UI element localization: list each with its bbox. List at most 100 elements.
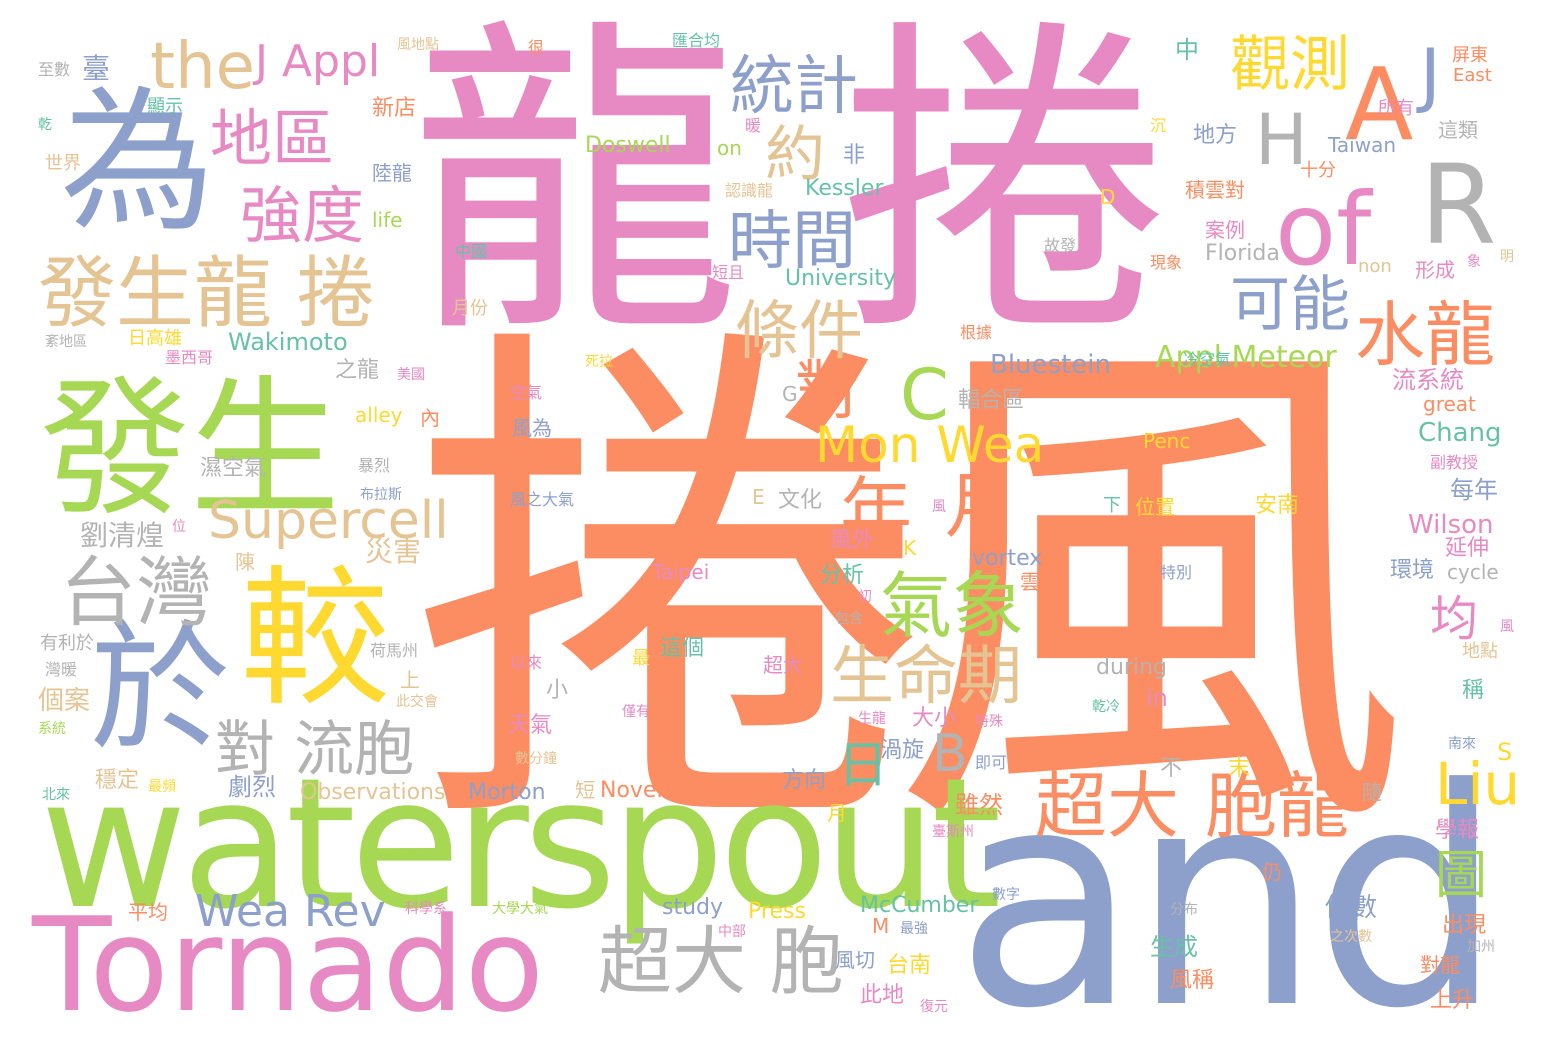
word-sui: 隨 <box>1362 780 1382 804</box>
word-juanfeng: 捲風 <box>410 287 1410 893</box>
word-yun: 雲 <box>1020 570 1040 594</box>
word-zui: 最 <box>632 648 650 669</box>
word-shang: 上 <box>400 668 420 692</box>
word-pingdong: 屏東 <box>1452 45 1488 66</box>
word-baohan: 包含 <box>835 611 863 627</box>
word-g: G <box>782 382 798 406</box>
word-fengzhidaqi: 風之大氣 <box>510 490 575 509</box>
word-baolie: 暴烈 <box>358 456 391 475</box>
word-huihejun: 匯合均 <box>672 31 721 50</box>
word-doswell: Doswell <box>585 133 671 158</box>
word-cijiaohui: 此交會 <box>396 694 438 710</box>
word-appl-meteor: Appl Meteor <box>1155 340 1337 375</box>
word-fujiaoshou: 副教授 <box>1430 453 1479 472</box>
word-duan: 短 <box>575 778 595 802</box>
word-yue-small: 月 <box>827 801 847 825</box>
word-in: in <box>1146 684 1168 712</box>
word-fuhequ: 輻合區 <box>958 388 1025 413</box>
word-ming: 明 <box>1500 249 1514 265</box>
word-jinyou: 僅有 <box>622 704 650 720</box>
word-jiyundui: 積雲對 <box>1185 178 1245 202</box>
word-reng: 仍 <box>1262 860 1282 884</box>
word-liuxitong: 流系統 <box>1392 366 1464 394</box>
word-annan: 安南 <box>1255 493 1300 518</box>
word-wea-rev: Wea Rev <box>195 886 386 937</box>
word-tebie: 特別 <box>1160 563 1193 582</box>
word-shenglong: 生龍 <box>858 711 886 727</box>
word-shufenzhong: 數分鐘 <box>515 751 557 767</box>
word-xindian: 新店 <box>372 96 417 121</box>
word-suoyou: 所有 <box>1378 98 1414 119</box>
word-daxuedaqi: 大學大氣 <box>492 901 548 917</box>
word-fengcheng: 風稱 <box>1170 968 1215 993</box>
word-a: A <box>1345 46 1414 163</box>
word-bu: 不 <box>1160 756 1183 781</box>
word-xia: 下 <box>1103 495 1121 516</box>
word-fei: 非 <box>843 143 866 168</box>
word-great: great <box>1423 392 1476 416</box>
word-weizhi: 位置 <box>1135 495 1175 519</box>
word-shengmingqi: 生命期 <box>830 640 1022 714</box>
word-hemazhou: 荷馬州 <box>370 641 419 660</box>
word-b: B <box>932 724 968 784</box>
word-genju: 根據 <box>960 323 993 342</box>
word-chang: Chang <box>1418 418 1502 448</box>
word-duilong: 對龍 <box>1420 953 1460 977</box>
word-chaoda-small: 超大 <box>763 653 803 677</box>
word-julie: 劇烈 <box>228 773 276 801</box>
word-liu: Liu <box>1435 750 1521 818</box>
word-m: M <box>872 914 890 938</box>
word-s: S <box>1497 738 1513 766</box>
word-vortex: vortex <box>972 546 1043 571</box>
word-lulong: 陸龍 <box>372 161 412 185</box>
word-taiwan-en: Taiwan <box>1328 133 1397 157</box>
word-shijie: 世界 <box>45 153 81 174</box>
word-diqu: 地區 <box>210 102 335 175</box>
word-jiazhou: 加州 <box>1467 939 1495 955</box>
word-tu: 圖 <box>1435 846 1488 906</box>
word-j: J <box>1420 34 1441 116</box>
word-daxiao: 大小 <box>912 706 957 731</box>
word-xingcheng: 形成 <box>1415 258 1455 282</box>
word-nei: 內 <box>420 406 440 430</box>
word-liuqinghuang: 劉清煌 <box>80 519 165 552</box>
word-wannuan: 灣暖 <box>45 660 78 679</box>
word-chaoda-bao: 超大 胞 <box>598 919 844 1005</box>
word-geshu: 個數 <box>1325 893 1378 923</box>
word-jiao: 較 <box>240 553 391 727</box>
word-didian: 地點 <box>1462 641 1498 662</box>
word-yuefen: 月份 <box>452 298 488 319</box>
word-tainan: 台南 <box>887 953 932 978</box>
word-cycle: cycle <box>1447 560 1499 584</box>
word-zaihai: 災害 <box>365 535 422 568</box>
word-d: D <box>1100 185 1116 209</box>
word-wilson: Wilson <box>1408 510 1494 540</box>
word-taisizhou: 臺斯州 <box>932 824 974 840</box>
word-wakimoto: Wakimoto <box>228 328 348 356</box>
word-observations: Observations <box>300 780 446 805</box>
word-shuilong: 水龍 <box>1355 294 1495 376</box>
word-teshu: 特殊 <box>975 714 1003 730</box>
word-anli: 案例 <box>1205 218 1245 242</box>
word-supercell: Supercell <box>208 491 449 551</box>
word-alley: alley <box>355 403 403 427</box>
word-long: 龍 <box>410 0 740 377</box>
word-kessler: Kessler <box>805 176 884 201</box>
word-chen: 陳 <box>235 550 255 574</box>
word-xianshi: 顯示 <box>147 96 183 117</box>
word-press: Press <box>748 899 806 924</box>
word-yue-month: 月 <box>945 464 1018 548</box>
word-qixiang: 氣象 <box>880 564 1025 648</box>
word-wenhua: 文化 <box>778 488 823 513</box>
word-mccumber: McCumber <box>860 893 979 918</box>
word-the: the <box>150 30 256 104</box>
word-xiang: 象 <box>1467 254 1481 270</box>
word-dui: 對 <box>795 355 859 429</box>
word-sila: 死拉 <box>585 354 613 370</box>
word-zuiqiang: 最強 <box>900 921 928 937</box>
word-nanlai: 南來 <box>1448 736 1476 752</box>
word-penc: Penc <box>1143 429 1191 453</box>
word-woxuan: 渦旋 <box>880 738 925 763</box>
word-gufa: 故發 <box>1044 236 1077 255</box>
